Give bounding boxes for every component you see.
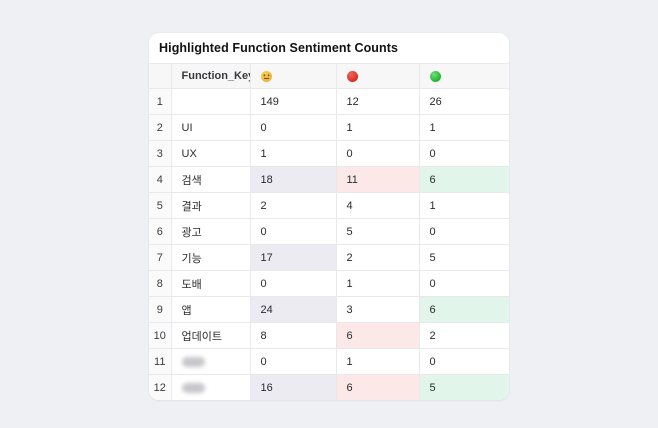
row-index: 5 [149,192,172,219]
positive-count-cell: 6 [419,296,509,323]
redacted-keyword-blur [181,356,205,367]
positive-count-cell: 0 [419,270,509,297]
neutral-count-cell: 17 [250,244,337,271]
sentiment-table-card: Highlighted Function Sentiment Counts Fu… [149,33,509,400]
table-row: 2 UI 0 1 1 [149,114,509,141]
negative-count-cell: 0 [336,140,420,167]
neutral-column-header [250,63,337,89]
keyword-cell: 검색 [171,166,251,193]
negative-count-cell: 11 [336,166,420,193]
keyword-cell-redacted [171,374,251,400]
row-index: 6 [149,218,172,245]
negative-count-cell: 2 [336,244,420,271]
positive-count-cell: 1 [419,192,509,219]
row-index: 2 [149,114,172,141]
table-row: 9 앱 24 3 6 [149,296,509,323]
neutral-count-cell: 16 [250,374,337,400]
positive-count-cell: 5 [419,244,509,271]
negative-count-cell: 5 [336,218,420,245]
keyword-cell: 광고 [171,218,251,245]
positive-count-cell: 6 [419,166,509,193]
sentiment-counts-table: Function_Keyword 1 149 12 26 [149,63,509,400]
positive-count-cell: 5 [419,374,509,400]
table-row: 1 149 12 26 [149,88,509,115]
neutral-count-cell: 18 [250,166,337,193]
neutral-count-cell: 149 [250,88,337,115]
neutral-count-cell: 0 [250,114,337,141]
neutral-face-emoji-icon [260,70,272,82]
neutral-count-cell: 0 [250,218,337,245]
neutral-count-cell: 2 [250,192,337,219]
row-index: 9 [149,296,172,323]
negative-count-cell: 1 [336,270,420,297]
negative-count-cell: 1 [336,114,420,141]
positive-count-cell: 0 [419,218,509,245]
negative-count-cell: 4 [336,192,420,219]
keyword-cell: UX [171,140,251,167]
positive-column-header [419,63,509,89]
keyword-cell: 결과 [171,192,251,219]
negative-count-cell: 6 [336,322,420,349]
table-row: 5 결과 2 4 1 [149,192,509,219]
keyword-cell: 도배 [171,270,251,297]
table-row: 6 광고 0 5 0 [149,218,509,245]
table-row: 3 UX 1 0 0 [149,140,509,167]
table-row: 12 16 6 5 [149,374,509,400]
table-row: 11 0 1 0 [149,348,509,375]
keyword-cell [171,88,251,115]
table-row: 8 도배 0 1 0 [149,270,509,297]
row-index: 10 [149,322,172,349]
neutral-count-cell: 24 [250,296,337,323]
negative-column-header [336,63,420,89]
positive-count-cell: 2 [419,322,509,349]
table-body: 1 149 12 26 2 UI 0 1 1 3 UX 1 0 0 4 [149,88,509,400]
keyword-cell: 앱 [171,296,251,323]
page-title: Highlighted Function Sentiment Counts [159,41,399,55]
table-header-row: Function_Keyword [149,63,509,89]
negative-count-cell: 6 [336,374,420,400]
row-index: 3 [149,140,172,167]
positive-count-cell: 26 [419,88,509,115]
row-index: 4 [149,166,172,193]
neutral-count-cell: 1 [250,140,337,167]
red-circle-emoji-icon [346,70,358,82]
table-row: 4 검색 18 11 6 [149,166,509,193]
green-circle-emoji-icon [429,70,441,82]
keyword-cell-redacted [171,348,251,375]
neutral-count-cell: 0 [250,348,337,375]
index-column-header [149,63,172,89]
row-index: 12 [149,374,172,400]
keyword-cell: 업데이트 [171,322,251,349]
positive-count-cell: 1 [419,114,509,141]
redacted-keyword-blur [181,382,205,393]
row-index: 1 [149,88,172,115]
negative-count-cell: 12 [336,88,420,115]
positive-count-cell: 0 [419,140,509,167]
keyword-column-header: Function_Keyword [171,63,251,89]
row-index: 11 [149,348,172,375]
negative-count-cell: 3 [336,296,420,323]
positive-count-cell: 0 [419,348,509,375]
row-index: 8 [149,270,172,297]
negative-count-cell: 1 [336,348,420,375]
keyword-cell: 기능 [171,244,251,271]
keyword-cell: UI [171,114,251,141]
table-row: 7 기능 17 2 5 [149,244,509,271]
neutral-count-cell: 8 [250,322,337,349]
row-index: 7 [149,244,172,271]
table-row: 10 업데이트 8 6 2 [149,322,509,349]
neutral-count-cell: 0 [250,270,337,297]
